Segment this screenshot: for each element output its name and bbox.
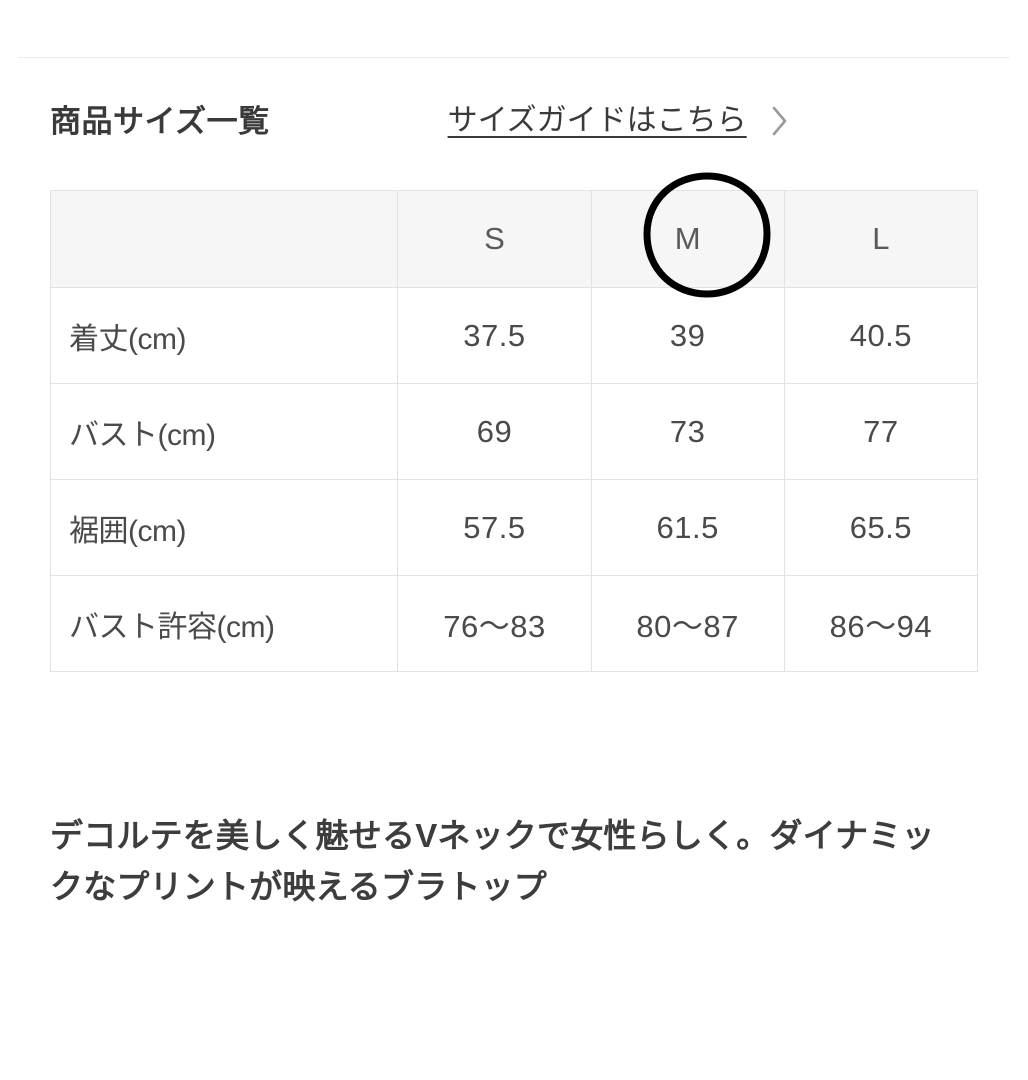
top-divider bbox=[18, 57, 1010, 58]
cell-bust-s: 69 bbox=[397, 383, 592, 480]
size-guide-link-label[interactable]: サイズガイドはこちら bbox=[447, 104, 747, 137]
table-header-row: S M L bbox=[49, 190, 979, 288]
row-label-bust: バスト(cm) bbox=[49, 383, 399, 480]
row-label-bust-tolerance: バスト許容(cm) bbox=[49, 575, 399, 672]
cell-length-m: 39 bbox=[590, 287, 785, 384]
table-row: 裾囲(cm) 57.5 61.5 65.5 bbox=[49, 479, 979, 576]
row-label-length: 着丈(cm) bbox=[49, 287, 399, 384]
cell-bust-tolerance-s: 76〜83 bbox=[397, 575, 592, 672]
size-guide-link[interactable]: サイズガイドはこちら bbox=[448, 104, 791, 138]
size-table: S M L 着丈(cm) 37.5 39 40.5 バスト(cm) 69 73 … bbox=[49, 190, 979, 672]
table-header-size-l: L bbox=[783, 190, 979, 288]
table-row: 着丈(cm) 37.5 39 40.5 bbox=[49, 287, 979, 384]
table-corner-cell bbox=[49, 190, 399, 288]
cell-bust-tolerance-l: 86〜94 bbox=[783, 575, 979, 672]
cell-bust-l: 77 bbox=[783, 383, 979, 480]
cell-hem-m: 61.5 bbox=[590, 479, 785, 576]
table-header-size-m: M bbox=[590, 190, 785, 288]
cell-hem-s: 57.5 bbox=[397, 479, 592, 576]
cell-length-l: 40.5 bbox=[783, 287, 979, 384]
product-description: デコルテを美しく魅せるVネックで女性らしく。ダイナミックなプリントが映えるブラト… bbox=[50, 817, 935, 906]
chevron-right-icon bbox=[769, 104, 791, 138]
page-title: 商品サイズ一覧 bbox=[50, 103, 270, 139]
size-table-head: S M L bbox=[49, 190, 979, 288]
table-header-size-s: S bbox=[397, 190, 592, 288]
size-section-header: 商品サイズ一覧 サイズガイドはこちら bbox=[50, 96, 978, 146]
cell-hem-l: 65.5 bbox=[783, 479, 979, 576]
table-row: バスト許容(cm) 76〜83 80〜87 86〜94 bbox=[49, 575, 979, 672]
cell-bust-m: 73 bbox=[590, 383, 785, 480]
size-table-body: 着丈(cm) 37.5 39 40.5 バスト(cm) 69 73 77 裾囲(… bbox=[49, 287, 979, 672]
row-label-hem: 裾囲(cm) bbox=[49, 479, 399, 576]
cell-bust-tolerance-m: 80〜87 bbox=[590, 575, 785, 672]
cell-length-s: 37.5 bbox=[397, 287, 592, 384]
table-row: バスト(cm) 69 73 77 bbox=[49, 383, 979, 480]
